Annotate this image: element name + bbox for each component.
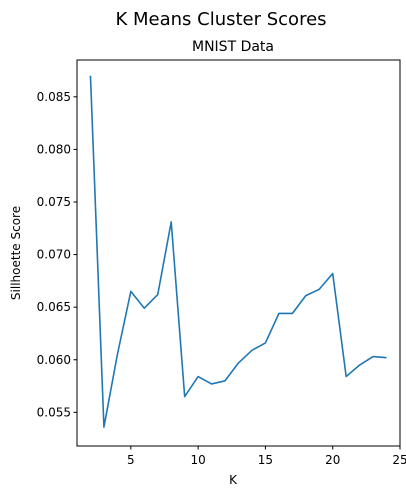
x-tick-label: 20 bbox=[325, 453, 340, 467]
y-tick-label: 0.060 bbox=[37, 353, 71, 367]
y-tick-label: 0.055 bbox=[37, 405, 71, 419]
series-layer bbox=[89, 75, 387, 428]
x-axis-label: K bbox=[229, 473, 238, 487]
x-axis: 5 10 15 20 25 bbox=[127, 446, 406, 467]
x-tick-label: 25 bbox=[392, 453, 406, 467]
y-tick-label: 0.080 bbox=[37, 142, 71, 156]
chart-suptitle: K Means Cluster Scores bbox=[115, 9, 326, 30]
x-tick-label: 10 bbox=[190, 453, 205, 467]
chart-title: MNIST Data bbox=[192, 39, 274, 55]
x-tick-label: 15 bbox=[258, 453, 273, 467]
y-tick-label: 0.070 bbox=[37, 248, 71, 262]
y-tick-label: 0.065 bbox=[37, 300, 71, 314]
y-tick-label: 0.085 bbox=[37, 90, 71, 104]
y-axis: 0.055 0.060 0.065 0.070 0.075 0.080 0.085 bbox=[37, 90, 77, 419]
y-tick-label: 0.075 bbox=[37, 195, 71, 209]
y-axis-label: Sillhoette Score bbox=[9, 206, 23, 300]
plot-frame bbox=[76, 59, 401, 447]
series-line-0 bbox=[89, 75, 387, 428]
x-tick-label: 5 bbox=[127, 453, 135, 467]
